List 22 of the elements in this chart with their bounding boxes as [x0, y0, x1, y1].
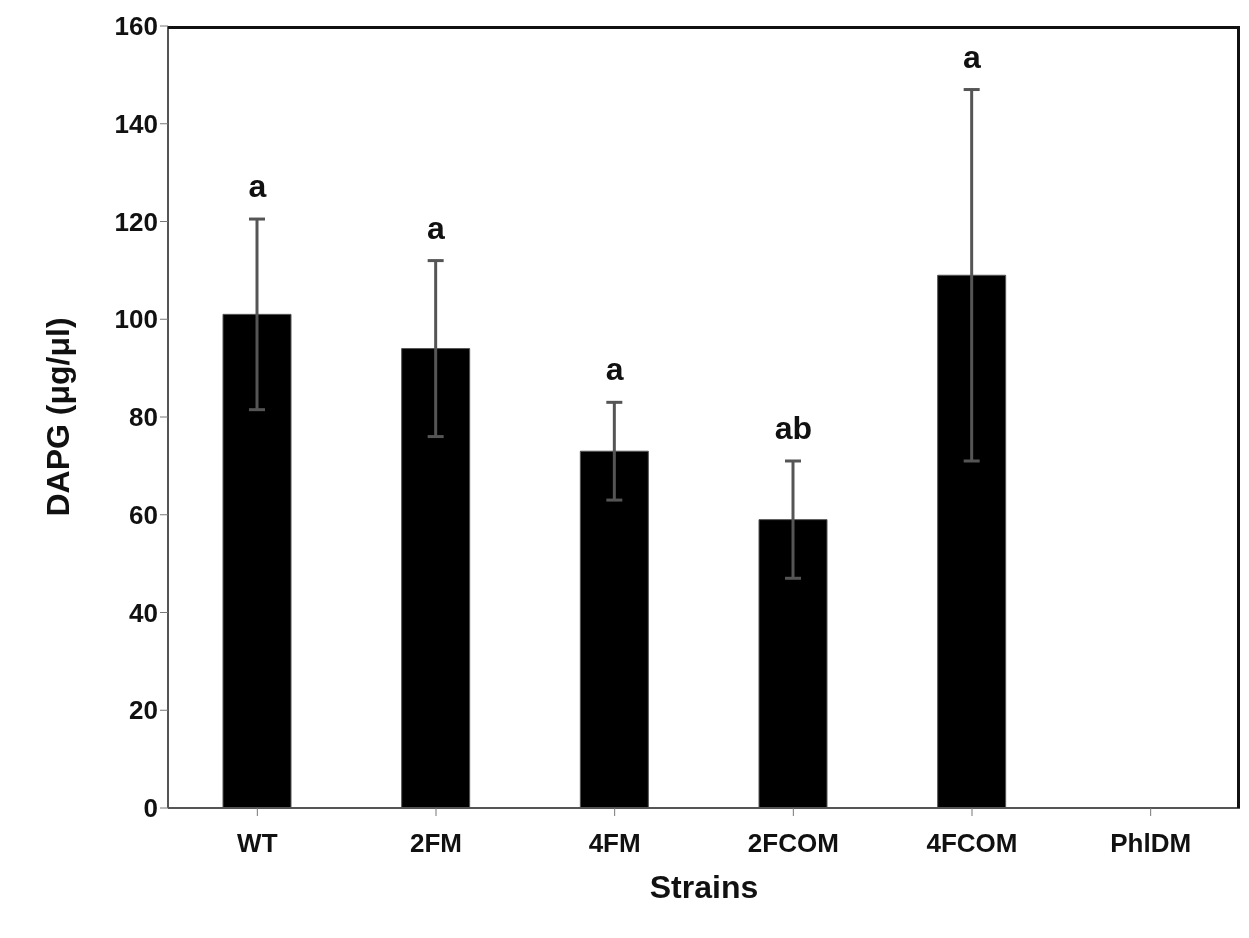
y-tick-label: 40: [129, 597, 158, 628]
y-tick-label: 120: [114, 206, 158, 237]
y-tick-label: 140: [114, 108, 158, 139]
annotation: a: [963, 38, 982, 75]
annotation: ab: [774, 409, 813, 446]
x-tick-label: 2FCOM: [747, 828, 839, 859]
x-tick-label: 2FM: [410, 828, 462, 859]
y-axis-title: DAPG (μg/μl): [40, 317, 77, 517]
x-tick-label: 4FM: [588, 828, 641, 859]
y-tick-label: 60: [129, 499, 158, 530]
x-tick-label: 4FCOM: [926, 828, 1018, 859]
y-tick-label: 80: [129, 402, 158, 433]
y-tick-label: 160: [114, 11, 158, 42]
y-tick-label: 20: [129, 695, 158, 726]
annotation: a: [248, 168, 267, 205]
x-tick-label: WT: [237, 828, 278, 859]
y-tick-label: 0: [143, 793, 158, 824]
annotation: a: [605, 351, 624, 388]
annotation: a: [427, 209, 446, 246]
x-tick-label: PhlDM: [1110, 828, 1192, 859]
y-tick-label: 100: [114, 304, 158, 335]
x-axis-title: Strains: [649, 869, 759, 905]
